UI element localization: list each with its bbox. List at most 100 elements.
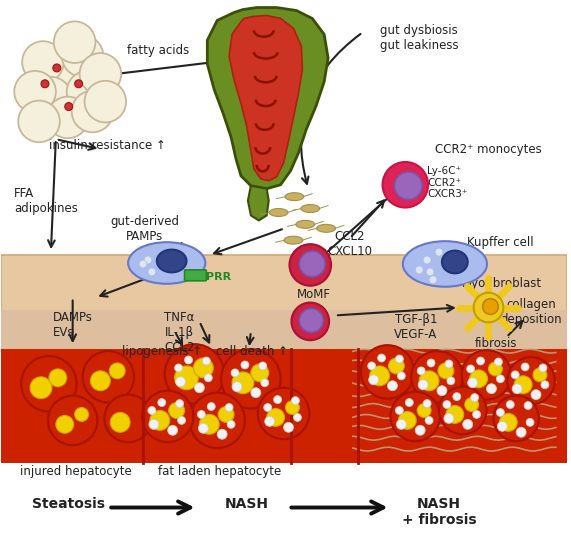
Circle shape	[423, 400, 431, 407]
Circle shape	[506, 401, 514, 408]
Circle shape	[175, 366, 198, 390]
Circle shape	[391, 392, 440, 441]
Polygon shape	[229, 16, 303, 181]
Circle shape	[54, 22, 95, 63]
Circle shape	[198, 410, 206, 419]
Circle shape	[241, 361, 249, 369]
Circle shape	[261, 379, 269, 387]
Circle shape	[299, 308, 323, 332]
Circle shape	[176, 400, 183, 407]
Circle shape	[496, 408, 504, 416]
Text: NASH: NASH	[225, 497, 269, 511]
Circle shape	[417, 367, 425, 375]
Circle shape	[493, 395, 539, 441]
FancyBboxPatch shape	[1, 349, 566, 463]
Circle shape	[175, 364, 183, 372]
Circle shape	[443, 401, 451, 408]
Circle shape	[507, 357, 555, 405]
Circle shape	[56, 415, 74, 433]
Circle shape	[293, 414, 301, 421]
Circle shape	[425, 416, 433, 424]
Circle shape	[49, 369, 67, 387]
Circle shape	[207, 402, 215, 410]
Circle shape	[397, 372, 405, 380]
Circle shape	[486, 384, 496, 394]
Circle shape	[361, 345, 414, 399]
Circle shape	[395, 172, 422, 200]
Circle shape	[512, 384, 522, 394]
Ellipse shape	[317, 224, 336, 232]
Circle shape	[217, 429, 227, 439]
Circle shape	[439, 387, 486, 434]
Circle shape	[444, 414, 454, 423]
Circle shape	[47, 97, 89, 138]
Circle shape	[473, 410, 481, 419]
Circle shape	[264, 404, 272, 412]
Circle shape	[232, 382, 242, 392]
Circle shape	[148, 268, 156, 276]
Circle shape	[198, 423, 208, 433]
Circle shape	[42, 56, 83, 97]
Text: CCL2
CXCL10: CCL2 CXCL10	[327, 230, 372, 258]
Text: TGF-β1
VEGF-A: TGF-β1 VEGF-A	[394, 314, 437, 342]
Circle shape	[258, 388, 309, 439]
Circle shape	[274, 395, 282, 404]
Ellipse shape	[157, 250, 187, 272]
Ellipse shape	[442, 251, 468, 273]
Circle shape	[463, 420, 473, 429]
Circle shape	[202, 357, 210, 365]
Text: Steatosis: Steatosis	[32, 497, 105, 511]
Circle shape	[286, 401, 299, 414]
Text: gut-derived
PAMPs: gut-derived PAMPs	[110, 215, 179, 244]
Text: MoMF: MoMF	[297, 288, 331, 301]
Circle shape	[22, 41, 64, 83]
Circle shape	[195, 383, 204, 393]
Ellipse shape	[301, 204, 320, 213]
Circle shape	[541, 381, 549, 389]
Circle shape	[488, 362, 502, 376]
Circle shape	[299, 251, 325, 277]
Circle shape	[62, 36, 103, 77]
Circle shape	[178, 416, 186, 424]
Circle shape	[468, 378, 477, 388]
Circle shape	[369, 375, 379, 385]
Circle shape	[435, 248, 443, 256]
Circle shape	[438, 363, 454, 379]
Circle shape	[168, 402, 184, 419]
Circle shape	[144, 256, 152, 264]
Circle shape	[411, 351, 463, 402]
Circle shape	[447, 377, 455, 385]
Text: fatty acids: fatty acids	[127, 44, 189, 57]
Text: fat laden hepatocyte: fat laden hepatocyte	[158, 465, 281, 478]
Circle shape	[470, 370, 488, 388]
Text: insulin resistance ↑: insulin resistance ↑	[49, 139, 166, 152]
Circle shape	[533, 368, 547, 382]
Circle shape	[426, 268, 434, 276]
Text: gut dysbiosis
gut leakiness: gut dysbiosis gut leakiness	[380, 24, 458, 52]
Circle shape	[500, 414, 517, 431]
Circle shape	[427, 359, 435, 367]
Circle shape	[423, 256, 431, 264]
Circle shape	[446, 406, 464, 423]
Circle shape	[289, 244, 331, 286]
Circle shape	[445, 360, 453, 368]
Circle shape	[539, 364, 547, 372]
Ellipse shape	[403, 241, 487, 287]
Ellipse shape	[269, 209, 288, 216]
Circle shape	[259, 362, 267, 370]
Circle shape	[149, 420, 159, 429]
Circle shape	[415, 426, 425, 435]
Text: NASH
+ fibrosis: NASH + fibrosis	[401, 497, 476, 527]
Circle shape	[405, 399, 413, 407]
Circle shape	[396, 407, 403, 414]
Circle shape	[184, 356, 192, 364]
FancyBboxPatch shape	[1, 255, 566, 313]
Circle shape	[415, 266, 423, 274]
Circle shape	[477, 357, 485, 365]
Circle shape	[417, 404, 431, 417]
Circle shape	[284, 422, 293, 432]
Text: lipogenesis ↑: lipogenesis ↑	[122, 345, 202, 358]
Text: Kupffer cell: Kupffer cell	[467, 236, 533, 249]
Circle shape	[30, 77, 72, 118]
Circle shape	[48, 395, 98, 445]
